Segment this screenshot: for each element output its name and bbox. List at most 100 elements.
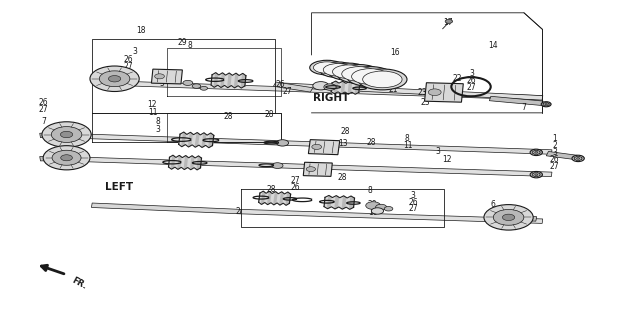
- Text: 27: 27: [39, 105, 49, 114]
- Polygon shape: [238, 73, 242, 88]
- Text: 3: 3: [552, 148, 557, 157]
- Circle shape: [51, 127, 82, 142]
- Polygon shape: [151, 69, 183, 84]
- Polygon shape: [346, 196, 351, 209]
- Polygon shape: [339, 196, 344, 209]
- Text: 1: 1: [552, 134, 557, 143]
- Circle shape: [183, 80, 193, 85]
- Text: 25: 25: [353, 74, 363, 83]
- Polygon shape: [280, 83, 543, 100]
- Text: 16: 16: [390, 48, 399, 57]
- Polygon shape: [489, 96, 543, 106]
- Text: 18: 18: [368, 208, 377, 217]
- Circle shape: [445, 20, 452, 23]
- Text: RIGHT: RIGHT: [313, 93, 350, 103]
- Polygon shape: [338, 81, 342, 94]
- Polygon shape: [214, 73, 219, 87]
- Text: 23: 23: [418, 88, 427, 97]
- Text: 28: 28: [337, 173, 347, 182]
- Polygon shape: [507, 215, 537, 221]
- Polygon shape: [91, 203, 241, 214]
- Ellipse shape: [313, 62, 341, 73]
- Ellipse shape: [310, 60, 344, 75]
- Circle shape: [60, 131, 73, 138]
- Text: 12: 12: [442, 155, 452, 164]
- Circle shape: [90, 66, 139, 92]
- Ellipse shape: [358, 69, 407, 90]
- Circle shape: [192, 84, 201, 88]
- Polygon shape: [308, 140, 340, 155]
- Polygon shape: [39, 156, 55, 161]
- Polygon shape: [331, 81, 336, 94]
- Polygon shape: [262, 191, 266, 204]
- Text: 3: 3: [411, 190, 416, 200]
- Text: 26: 26: [275, 80, 285, 89]
- Text: 27: 27: [467, 84, 476, 92]
- Text: 27: 27: [550, 162, 560, 171]
- Text: 11: 11: [404, 141, 413, 150]
- Polygon shape: [352, 82, 357, 94]
- Ellipse shape: [352, 69, 389, 84]
- Circle shape: [502, 214, 515, 220]
- Text: 3: 3: [436, 147, 440, 156]
- Text: 1: 1: [308, 141, 313, 150]
- Text: 2: 2: [552, 141, 557, 150]
- Polygon shape: [424, 83, 463, 102]
- Text: 22: 22: [453, 74, 462, 83]
- Text: 26: 26: [550, 155, 560, 164]
- Circle shape: [532, 150, 540, 154]
- Text: 7: 7: [41, 117, 46, 126]
- Text: LEFT: LEFT: [106, 182, 133, 192]
- Polygon shape: [179, 132, 184, 147]
- Polygon shape: [188, 132, 194, 147]
- Text: 20: 20: [327, 62, 337, 71]
- Polygon shape: [546, 151, 578, 160]
- Text: 23: 23: [421, 98, 430, 107]
- Circle shape: [574, 156, 582, 160]
- Text: 7: 7: [521, 103, 526, 112]
- Polygon shape: [286, 192, 291, 205]
- Circle shape: [371, 208, 384, 214]
- Polygon shape: [191, 156, 195, 170]
- Polygon shape: [280, 192, 284, 205]
- Text: 12: 12: [147, 100, 156, 109]
- Polygon shape: [241, 209, 543, 223]
- Text: 27: 27: [290, 176, 300, 185]
- Polygon shape: [345, 82, 350, 94]
- Text: 21: 21: [389, 85, 398, 94]
- Ellipse shape: [328, 63, 369, 80]
- Ellipse shape: [347, 67, 394, 86]
- Polygon shape: [209, 133, 214, 148]
- Text: 5: 5: [160, 79, 164, 88]
- Circle shape: [324, 84, 336, 90]
- Polygon shape: [218, 73, 223, 87]
- Polygon shape: [265, 191, 270, 205]
- Polygon shape: [39, 132, 55, 138]
- Polygon shape: [92, 76, 115, 81]
- Text: 8: 8: [405, 134, 409, 143]
- Text: 26: 26: [39, 98, 49, 107]
- Circle shape: [543, 103, 549, 106]
- Text: 18: 18: [136, 27, 146, 36]
- Polygon shape: [228, 73, 233, 88]
- Circle shape: [572, 155, 584, 162]
- Polygon shape: [195, 132, 201, 147]
- Polygon shape: [234, 73, 239, 88]
- Circle shape: [52, 150, 81, 165]
- Circle shape: [306, 167, 315, 172]
- Circle shape: [535, 152, 538, 153]
- Circle shape: [276, 140, 289, 146]
- Circle shape: [366, 202, 381, 209]
- Text: 2: 2: [235, 207, 240, 216]
- Polygon shape: [202, 133, 207, 148]
- Circle shape: [535, 174, 538, 175]
- Text: 3: 3: [155, 125, 160, 134]
- Polygon shape: [350, 196, 355, 209]
- Text: FR.: FR.: [70, 276, 88, 292]
- Circle shape: [272, 163, 283, 168]
- Polygon shape: [277, 192, 282, 205]
- Text: 29: 29: [368, 200, 378, 209]
- Text: 29: 29: [178, 38, 187, 47]
- Polygon shape: [324, 196, 329, 209]
- Polygon shape: [328, 196, 333, 209]
